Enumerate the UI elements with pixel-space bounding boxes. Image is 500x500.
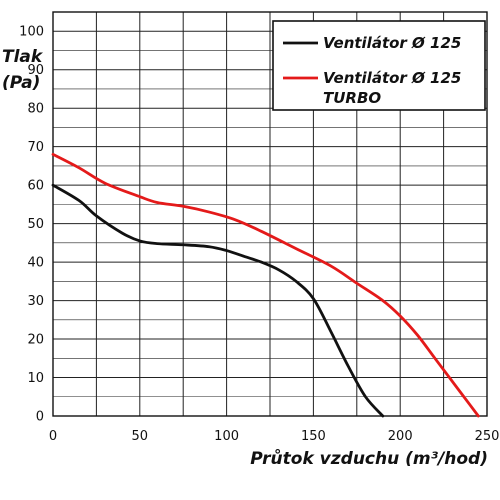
y-axis-title-line1: Tlak xyxy=(2,47,44,67)
legend: Ventilátor Ø 125 Ventilátor Ø 125 TURBO xyxy=(272,20,486,111)
x-tick-label: 100 xyxy=(214,429,239,444)
y-tick-label: 70 xyxy=(27,140,44,155)
legend-label-red-line2: TURBO xyxy=(323,89,381,107)
y-tick-label: 80 xyxy=(27,102,44,117)
plot-frame xyxy=(52,11,488,417)
legend-label-black: Ventilátor Ø 125 xyxy=(323,34,461,52)
series-line-standard xyxy=(51,183,385,418)
y-tick-label: 0 xyxy=(36,410,44,425)
x-tick-label: 200 xyxy=(388,429,413,444)
y-tick-label: 10 xyxy=(27,371,44,386)
series-line-turbo xyxy=(51,152,480,418)
y-tick-label: 50 xyxy=(27,217,44,232)
x-tick-label: 0 xyxy=(49,429,57,444)
x-tick-label: 50 xyxy=(132,429,149,444)
tick-labels: 0 50 100 150 200 250 0 10 20 30 40 50 60 70 80 90 100 xyxy=(19,25,499,444)
y-tick-label: 30 xyxy=(27,294,44,309)
y-tick-label: 100 xyxy=(19,25,44,40)
x-axis-title: Průtok vzduchu (m³/hod) xyxy=(250,448,488,469)
y-axis-title-line2: (Pa) xyxy=(2,73,40,93)
y-tick-label: 90 xyxy=(27,63,44,78)
legend-label-red-line1: Ventilátor Ø 125 xyxy=(323,69,461,87)
y-tick-label: 40 xyxy=(27,256,44,271)
x-tick-label: 150 xyxy=(301,429,326,444)
x-tick-label: 250 xyxy=(475,429,500,444)
y-tick-label: 20 xyxy=(27,333,44,348)
series-lines xyxy=(51,152,480,418)
legend-box xyxy=(272,20,486,111)
y-tick-label: 60 xyxy=(27,179,44,194)
